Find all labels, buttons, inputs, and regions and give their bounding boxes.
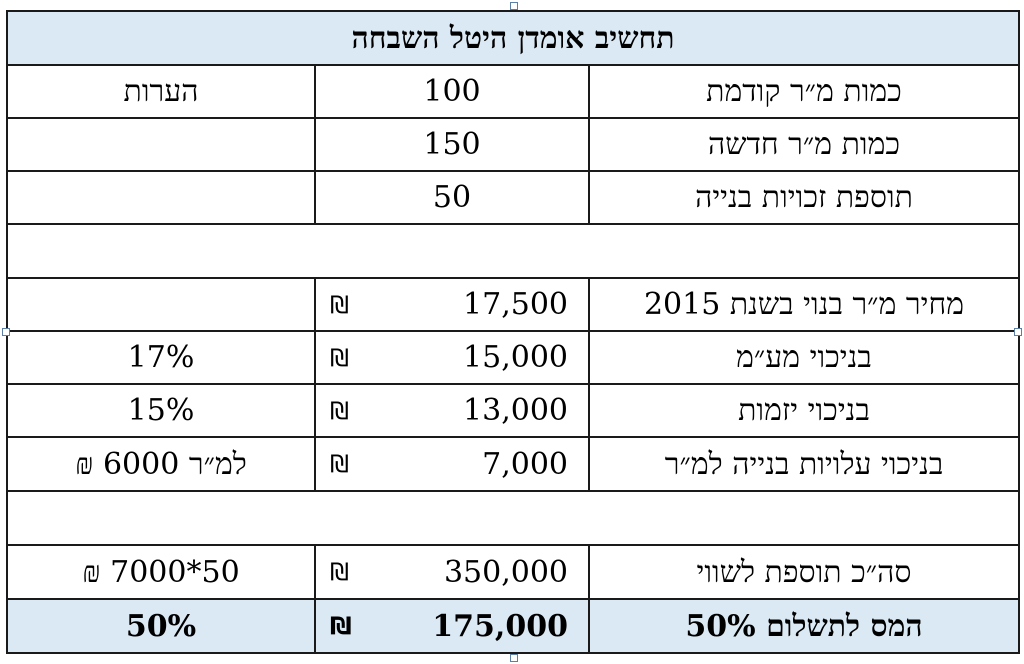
table-row: כמות מ״ר חדשה 150 xyxy=(8,119,1018,172)
table-row: בניכוי עלויות בנייה למ״ר ₪ 7,000 למ״ר 60… xyxy=(8,438,1018,492)
value-text: 175,000 xyxy=(432,608,568,644)
row-label: כמות מ״ר קודמת xyxy=(706,74,902,109)
total-row: המס לתשלום 50% ₪ 175,000 50% xyxy=(8,600,1018,652)
shekel-icon: ₪ xyxy=(330,290,349,319)
row-value: ₪ 7,000 xyxy=(314,438,590,490)
table-row: בניכוי מע״מ ₪ 15,000 17% xyxy=(8,332,1018,385)
row-label: כמות מ״ר חדשה xyxy=(707,127,901,162)
shekel-icon: ₪ xyxy=(330,450,349,478)
empty-row xyxy=(8,492,1018,546)
value-text: 7,000 xyxy=(482,446,568,482)
row-note: 50*7000 ₪ xyxy=(82,554,240,590)
value-text: 100 xyxy=(423,74,481,109)
title-row: תחשיב אומדן היטל השבחה xyxy=(8,12,1018,66)
row-note: 17% xyxy=(127,340,195,375)
shekel-icon: ₪ xyxy=(330,558,349,586)
row-label: בניכוי יזמות xyxy=(738,393,870,428)
row-value: ₪ 13,000 xyxy=(314,385,590,436)
table-row: סה״כ תוספת לשווי ₪ 350,000 50*7000 ₪ xyxy=(8,546,1018,600)
estimate-table: תחשיב אומדן היטל השבחה כמות מ״ר קודמת 10… xyxy=(6,10,1020,654)
row-note: למ״ר 6000 ₪ xyxy=(75,446,247,482)
row-label: בניכוי מע״מ xyxy=(736,340,872,375)
row-note: 15% xyxy=(127,393,195,428)
resize-handle-top[interactable] xyxy=(510,2,518,10)
resize-handle-left[interactable] xyxy=(2,328,10,336)
shekel-icon: ₪ xyxy=(330,343,349,372)
row-note xyxy=(8,279,314,330)
resize-handle-right[interactable] xyxy=(1014,328,1022,336)
value-text: 17,500 xyxy=(463,287,568,322)
row-label: תוספת זכויות בנייה xyxy=(695,180,913,215)
row-value: 150 xyxy=(314,119,590,170)
table-row: תוספת זכויות בנייה 50 xyxy=(8,172,1018,225)
row-note: 50% xyxy=(125,608,197,644)
value-text: 350,000 xyxy=(443,554,568,590)
row-value: ₪ 17,500 xyxy=(314,279,590,330)
value-text: 13,000 xyxy=(463,393,568,428)
resize-handle-bottom[interactable] xyxy=(510,654,518,662)
row-label: בניכוי עלויות בנייה למ״ר xyxy=(664,446,944,482)
value-text: 15,000 xyxy=(463,340,568,375)
value-text: 50 xyxy=(432,180,472,215)
row-note xyxy=(8,119,314,170)
table-row: כמות מ״ר קודמת 100 הערות xyxy=(8,66,1018,119)
shekel-icon: ₪ xyxy=(330,612,352,640)
row-note xyxy=(8,172,314,223)
row-label: סה״כ תוספת לשווי xyxy=(696,554,912,590)
empty-row xyxy=(8,225,1018,279)
row-value: 50 xyxy=(314,172,590,223)
table-row: מחיר מ״ר בנוי בשנת 2015 ₪ 17,500 xyxy=(8,279,1018,332)
row-value: ₪ 350,000 xyxy=(314,546,590,598)
row-value: ₪ 175,000 xyxy=(314,600,590,652)
shekel-icon: ₪ xyxy=(330,396,349,425)
row-label: מחיר מ״ר בנוי בשנת 2015 xyxy=(643,287,965,322)
value-text: 150 xyxy=(423,127,481,162)
notes-header: הערות xyxy=(123,74,199,109)
table-title: תחשיב אומדן היטל השבחה xyxy=(351,20,675,56)
row-value: ₪ 15,000 xyxy=(314,332,590,383)
row-value: 100 xyxy=(314,66,590,117)
table-row: בניכוי יזמות ₪ 13,000 15% xyxy=(8,385,1018,438)
row-label: המס לתשלום 50% xyxy=(685,608,923,644)
